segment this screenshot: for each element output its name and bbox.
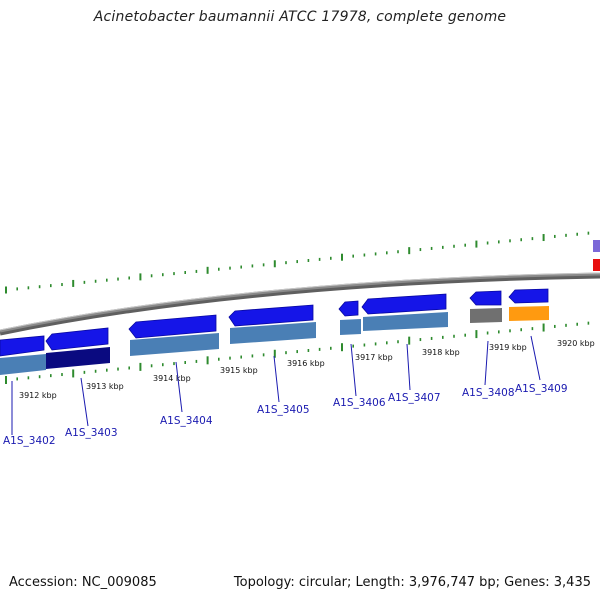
leader-3409 — [530, 335, 541, 381]
kbp-label: 3914 kbp — [153, 374, 191, 383]
kbp-label: 3920 kbp — [557, 339, 595, 348]
gene-arrow-3404[interactable] — [128, 314, 217, 339]
gene-label-3407[interactable]: A1S_3407 — [388, 392, 441, 404]
map-title: Acinetobacter baumannii ATCC 17978, comp… — [93, 9, 507, 25]
leader-3408 — [484, 340, 489, 386]
gene-label-3408[interactable]: A1S_3408 — [462, 387, 515, 399]
genome-backbone — [0, 272, 600, 336]
kbp-label: 3912 kbp — [19, 391, 57, 400]
backbone-line — [0, 272, 600, 333]
gene-arrow-3405[interactable] — [228, 304, 314, 327]
inner-tick-track — [5, 321, 590, 384]
edge-feature-red[interactable] — [593, 259, 600, 271]
kbp-label: 3916 kbp — [287, 359, 325, 368]
cds-feature-3409[interactable] — [509, 306, 549, 321]
gene-label-leaders — [11, 335, 541, 435]
leader-3404 — [175, 361, 183, 413]
accession-text: Accession: NC_009085 — [9, 575, 157, 590]
cds-feature-3405[interactable] — [230, 322, 316, 344]
gene-label-3403[interactable]: A1S_3403 — [65, 427, 118, 439]
backbone-highlight — [0, 272, 600, 331]
gene-arrow-3406[interactable] — [338, 300, 359, 317]
kbp-label: 3918 kbp — [422, 348, 460, 357]
cds-feature-3403[interactable] — [46, 347, 110, 369]
gene-arrow-3402[interactable] — [0, 335, 45, 357]
cds-feature-3406[interactable] — [340, 319, 361, 335]
leader-3403 — [80, 377, 89, 427]
gene-label-3402[interactable]: A1S_3402 — [3, 435, 56, 447]
kbp-label: 3915 kbp — [220, 366, 258, 375]
leader-3405 — [273, 355, 280, 403]
cds-feature-3407[interactable] — [363, 312, 448, 331]
kbp-labels: 3912 kbp 3913 kbp 3914 kbp 3915 kbp 3916… — [19, 339, 595, 400]
edge-feature-marks — [593, 240, 600, 271]
gene-labels: A1S_3402 A1S_3403 A1S_3404 A1S_3405 A1S_… — [3, 383, 568, 447]
leader-3407 — [406, 343, 411, 391]
edge-feature-purple[interactable] — [593, 240, 600, 252]
kbp-label: 3919 kbp — [489, 343, 527, 352]
kbp-label: 3913 kbp — [86, 382, 124, 391]
gene-arrow-3403[interactable] — [45, 327, 109, 351]
topology-summary-text: Topology: circular; Length: 3,976,747 bp… — [233, 575, 591, 590]
cds-feature-3404[interactable] — [130, 333, 219, 356]
gene-label-3409[interactable]: A1S_3409 — [515, 383, 568, 395]
gene-label-3404[interactable]: A1S_3404 — [160, 415, 213, 427]
outer-tick-track — [5, 231, 590, 294]
backbone-shadow — [0, 273, 600, 336]
cds-features — [0, 306, 549, 375]
gene-arrow-3409[interactable] — [508, 288, 549, 304]
cds-feature-3402[interactable] — [0, 354, 46, 375]
gene-arrow-3407[interactable] — [361, 293, 447, 315]
gene-arrow-3408[interactable] — [469, 290, 502, 306]
cds-feature-3408[interactable] — [470, 308, 502, 323]
gene-label-3405[interactable]: A1S_3405 — [257, 404, 310, 416]
gene-label-3406[interactable]: A1S_3406 — [333, 397, 386, 409]
gene-arrows — [0, 288, 549, 357]
kbp-label: 3917 kbp — [355, 353, 393, 362]
leader-3406 — [350, 343, 357, 397]
